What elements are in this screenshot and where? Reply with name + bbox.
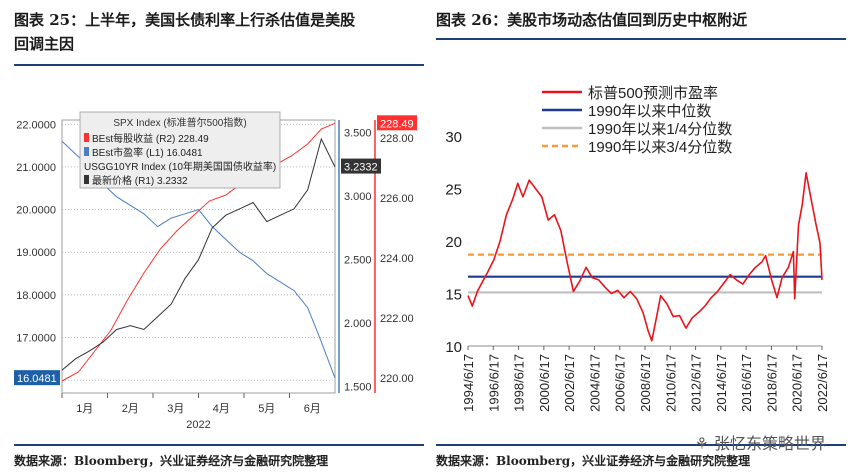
yield-latest-badge [341,158,381,174]
right-x-tick-label: 2000/6/17 [537,354,552,412]
right-x-tick-label: 1996/6/17 [486,354,501,412]
pe-series-line [467,172,823,342]
right-x-tick-label: 2022/6/17 [815,354,830,412]
right-x-tick-label: 2020/6/17 [790,354,805,412]
right-x-tick-label: 2016/6/17 [739,354,754,412]
right1-tick-label: 3.500 [344,128,372,140]
legend-yield: 最新价格 (R1) 3.2332 [92,174,188,187]
legend-header: SPX Index (标准普尔500指数) [113,116,246,129]
right1-tick-label: 2.500 [344,255,372,267]
eps-latest-badge [377,115,417,131]
left-legend-box [79,111,281,189]
left-x-tick-label: 1月 [76,403,93,415]
left-x-tick-label: 3月 [167,403,184,415]
left-x-tick-label: 5月 [258,403,275,415]
left-x-year-label: 2022 [186,419,210,431]
right-x-tick-label: 2004/6/17 [587,354,602,412]
left-chart: 22.0000 21.0000 20.0000 19.0000 18.0000 17.00… [14,111,417,431]
left-series-line [61,122,336,382]
right2-tick-label: 226.00 [380,193,414,205]
left-title-line2: 回调主因 [14,35,75,53]
right-legend-label: 1990年以来中位数 [588,103,711,120]
legend-eps: BEst每股收益 (R2) 228.49 [92,132,209,145]
right-bottom-rule [436,444,846,446]
eps-latest-label: 228.49 [380,118,414,130]
left-x-tick-label: 6月 [304,403,321,415]
right-x-tick-label: 1994/6/17 [461,354,476,412]
right-y-tick-label: 25 [445,182,462,199]
right-x-tick-label: 2018/6/17 [764,354,779,412]
right2-tick-label: 224.00 [380,253,414,265]
left-series-line [61,137,336,371]
right-legend-label: 标普500预测市盈率 [588,85,718,102]
right-x-tick-label: 1998/6/17 [512,354,527,412]
right2-tick-label: 222.00 [380,313,414,325]
left-panel: 图表 25：上半年，美国长债利率上行杀估值是美股 回调主因 22.0000 21.… [0,0,424,472]
legend-usgg-header: USGG10YR Index (10年期美国国债收益率) [84,160,276,173]
yield-latest-label: 3.2332 [344,162,378,174]
right-x-tick-label: 2002/6/17 [562,354,577,412]
right-legend-label: 1990年以来3/4分位数 [588,139,732,156]
right1-tick-label: 3.000 [344,191,372,203]
right-y-tick-label: 20 [445,234,462,251]
right-y-tick-label: 15 [445,287,462,304]
left-y-tick-label: 19.0000 [16,247,56,259]
left-title-line1: 图表 25：上半年，美国长债利率上行杀估值是美股 [14,11,356,29]
watermark: ⚘ 张忆东策略世界 [694,434,826,453]
legend-pe: BEst市盈率 (L1) 16.0481 [92,146,203,159]
left-source: 数据来源：Bloomberg，兴业证券经济与金融研究院整理 [14,454,329,468]
left-y-tick-label: 21.0000 [16,162,56,174]
left-y-tick-label: 18.0000 [16,290,56,302]
right2-tick-label: 220.00 [380,373,414,385]
right-x-tick-label: 2006/6/17 [613,354,628,412]
left-x-tick-label: 2月 [122,403,139,415]
right-x-tick-label: 2012/6/17 [689,354,704,412]
right-panel: 图表 26：美股市场动态估值回到历史中枢附近 30 25 20 15 10 1994/6/… [430,0,860,472]
right-x-tick-label: 2010/6/17 [663,354,678,412]
right-source: 数据来源：Bloomberg，兴业证券经济与金融研究院整理 [436,454,751,468]
left-y-tick-label: 22.0000 [16,119,56,131]
right-legend-label: 1990年以来1/4分位数 [588,121,732,138]
right-y-tick-label: 30 [445,129,462,146]
right-x-tick-label: 2014/6/17 [714,354,729,412]
right-chart-title: 图表 26：美股市场动态估值回到历史中枢附近 [436,11,748,29]
right-x-tick-label: 2008/6/17 [638,354,653,412]
legend-swatch-eps [84,133,89,142]
legend-swatch-pe [84,147,89,156]
left-chart-title: 图表 25：上半年，美国长债利率上行杀估值是美股 回调主因 [14,8,355,56]
pe-latest-label: 16.0481 [17,373,57,385]
left-bottom-rule [14,444,424,446]
legend-swatch-yield [84,175,89,184]
right1-tick-label: 2.000 [344,318,372,330]
right2-tick-label: 228.00 [380,133,414,145]
watermark-text: 张忆东策略世界 [713,434,826,453]
left-y-tick-label: 17.0000 [16,333,56,345]
pe-latest-badge [14,370,60,386]
left-y-tick-label: 20.0000 [16,205,56,217]
right-title-rule [436,38,846,40]
right-y-tick-label: 10 [445,339,462,356]
right1-tick-label: 1.500 [344,382,372,394]
left-title-rule [14,64,424,66]
left-x-tick-label: 4月 [213,403,230,415]
